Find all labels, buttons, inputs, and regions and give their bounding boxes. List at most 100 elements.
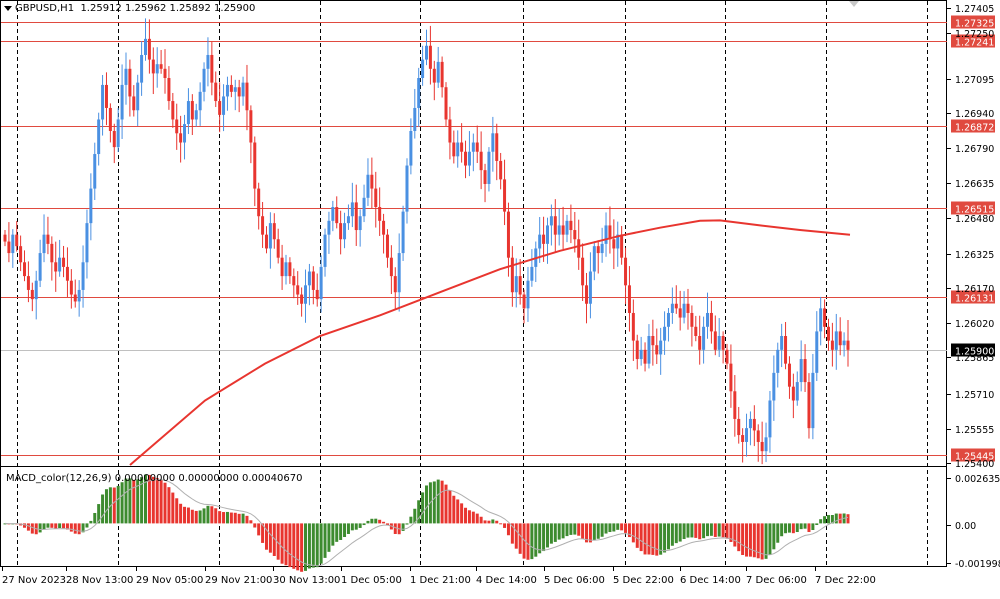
macd-y-tick-label-0: 0.0026353: [955, 474, 1000, 485]
candle-body: [780, 336, 784, 350]
candle-body: [346, 216, 350, 224]
candle-body: [116, 119, 120, 148]
candle-body: [140, 54, 144, 83]
candle-body: [588, 271, 592, 304]
candle-body: [101, 84, 105, 120]
candle-body: [393, 276, 397, 293]
macd-bar: [222, 512, 226, 524]
candle-body: [561, 225, 565, 235]
dropdown-icon[interactable]: [4, 5, 12, 11]
candle-body: [85, 223, 89, 263]
macd-bar: [374, 518, 378, 524]
candle-body: [206, 54, 210, 69]
y-tick-label-7: 1.26325: [955, 250, 994, 261]
macd-bar: [245, 515, 249, 524]
candle-body: [120, 84, 124, 120]
macd-bar: [612, 523, 616, 532]
macd-bar: [358, 523, 362, 528]
candle-body: [464, 151, 468, 166]
macd-bar: [385, 523, 389, 526]
macd-bar: [452, 495, 456, 524]
macd-bar: [604, 523, 608, 534]
level-tag-label-5: 1.25445: [955, 452, 994, 463]
candle-body: [190, 101, 194, 120]
macd-bar: [557, 523, 561, 540]
candle-body: [343, 223, 347, 240]
macd-bar: [569, 523, 573, 535]
y-tick-label-5: 1.26635: [955, 179, 994, 190]
macd-bar: [268, 523, 272, 553]
macd-bar: [768, 523, 772, 555]
macd-bar: [503, 523, 507, 528]
candle-body: [38, 253, 42, 281]
macd-bar: [405, 523, 409, 525]
symbol-label: GBPUSD,H1: [15, 3, 75, 14]
macd-bar: [198, 510, 202, 524]
candle-body: [104, 84, 108, 108]
candle-body: [3, 234, 7, 242]
macd-bar: [666, 523, 670, 550]
y-tick-label-4: 1.26790: [955, 144, 994, 155]
macd-bar: [225, 511, 229, 524]
macd-bar: [140, 477, 144, 524]
candle-body: [54, 262, 58, 272]
y-tick-label-13: 1.25400: [955, 459, 994, 470]
macd-bar: [760, 523, 764, 560]
macd-bar: [73, 523, 77, 534]
macd-bar: [471, 511, 475, 524]
candle-body: [358, 216, 362, 231]
macd-bar: [362, 523, 366, 526]
macd-bar: [214, 508, 218, 524]
macd-bar: [534, 523, 538, 557]
macd-bar: [834, 513, 838, 524]
macd-bar: [670, 523, 674, 546]
macd-bar: [38, 523, 42, 533]
macd-bar: [206, 505, 210, 524]
macd-bar: [432, 481, 436, 524]
candle-body: [698, 336, 702, 350]
candle-body: [604, 225, 608, 244]
collapse-arrow-icon[interactable]: [848, 0, 860, 8]
candle-body: [748, 418, 752, 429]
macd-bar: [331, 523, 335, 546]
candle-body: [284, 262, 288, 277]
candle-body: [510, 257, 514, 293]
macd-bar: [292, 523, 296, 569]
macd-bar: [280, 523, 284, 564]
candle-body: [674, 303, 678, 309]
macd-bar: [647, 523, 651, 555]
macd-bar: [315, 523, 319, 568]
y-tick-label-3: 1.26940: [955, 109, 994, 120]
macd-bar: [721, 523, 725, 538]
macd-bar: [756, 523, 760, 559]
candle-body: [460, 142, 464, 152]
macd-bar: [69, 523, 73, 532]
candle-body: [791, 386, 795, 401]
candle-body: [702, 326, 706, 350]
macd-bar: [663, 523, 667, 553]
x-tick-label-3: 29 Nov 21:00: [205, 575, 272, 586]
macd-bar: [538, 523, 542, 554]
candle-body: [272, 223, 276, 240]
candle-body: [846, 340, 850, 350]
candle-body: [241, 82, 245, 97]
candle-body: [136, 82, 140, 111]
macd-bar: [846, 514, 850, 524]
candle-body: [542, 234, 546, 244]
level-tag-0: [951, 15, 995, 29]
chart-header: GBPUSD,H1 1.25912 1.25962 1.25892 1.2590…: [4, 3, 255, 14]
candle-body: [639, 349, 643, 360]
current-price-label: 1.25900: [955, 347, 994, 358]
macd-bar: [93, 512, 97, 524]
candle-body: [569, 220, 573, 231]
macd-bar: [65, 523, 69, 530]
candle-body: [385, 234, 389, 258]
macd-bar: [651, 523, 655, 555]
macd-bar: [577, 523, 581, 536]
macd-bar: [545, 523, 549, 548]
macd-bar: [300, 523, 304, 572]
candle-body: [456, 142, 460, 157]
macd-bar: [190, 509, 194, 524]
candle-body: [506, 211, 510, 258]
